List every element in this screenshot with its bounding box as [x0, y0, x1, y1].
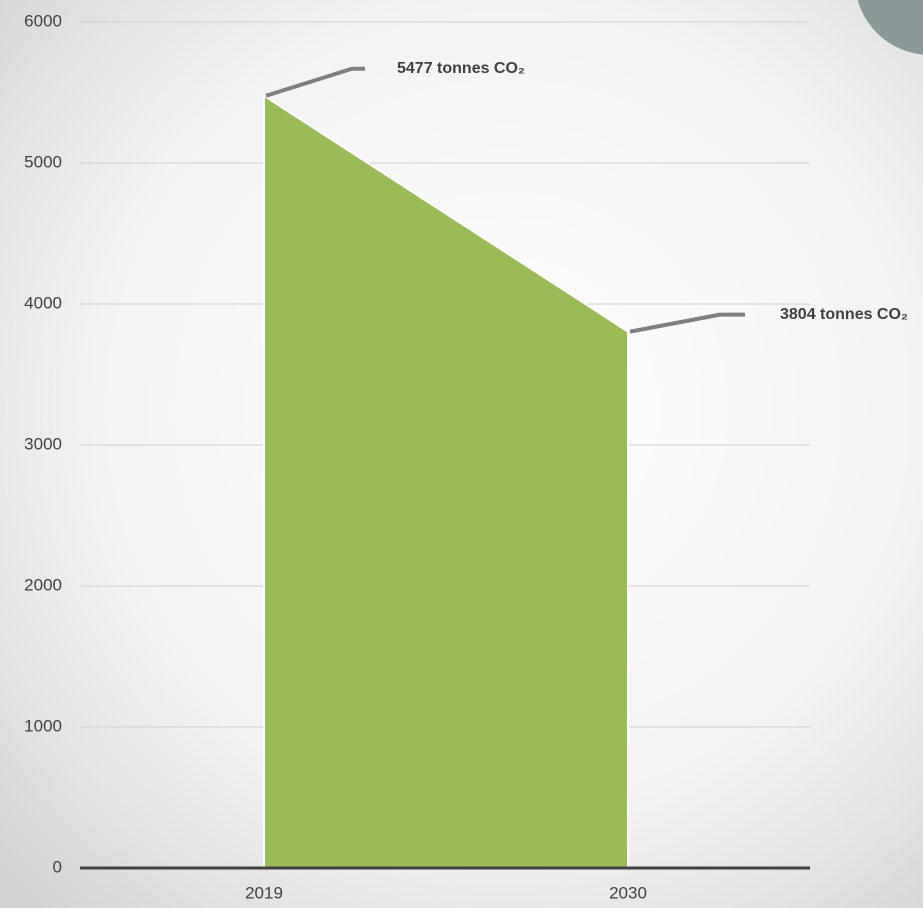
plot-area: 0 1000 2000 3000 4000 5000 6000 2019 5477 tonnes… — [24, 11, 908, 902]
leader-line — [265, 66, 365, 98]
corner-decoration — [857, 0, 923, 55]
x-tick-label: 2030 — [609, 883, 647, 902]
y-tick-label: 6000 — [24, 11, 62, 30]
y-tick-label: 1000 — [24, 716, 62, 735]
y-tick-label: 3000 — [24, 434, 62, 453]
value-label: 5477 tonnes CO₂ — [397, 60, 525, 77]
y-tick-label: 5000 — [24, 152, 62, 171]
y-tick-label: 4000 — [24, 293, 62, 312]
y-tick-label: 0 — [53, 857, 62, 876]
x-tick-label: 2019 — [245, 883, 283, 902]
value-label: 3804 tonnes CO₂ — [780, 306, 908, 323]
leader-line — [629, 312, 745, 334]
y-tick-label: 2000 — [24, 575, 62, 594]
